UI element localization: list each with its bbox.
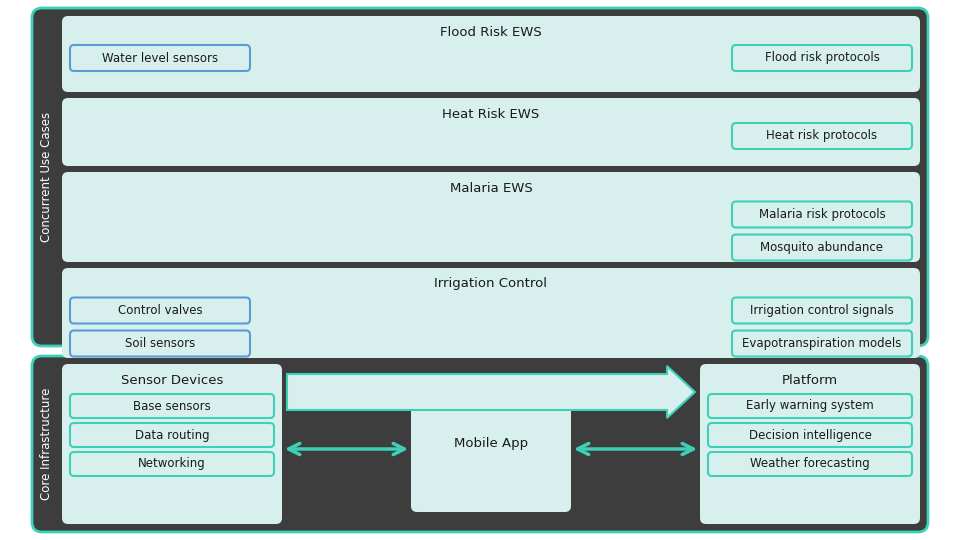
FancyBboxPatch shape	[62, 98, 920, 166]
FancyBboxPatch shape	[708, 452, 912, 476]
Text: Base sensors: Base sensors	[133, 400, 211, 413]
Text: Flood Risk EWS: Flood Risk EWS	[440, 25, 541, 38]
Text: Networking: Networking	[138, 457, 205, 470]
Text: Early warning system: Early warning system	[746, 400, 874, 413]
Text: Mosquito abundance: Mosquito abundance	[760, 241, 883, 254]
Text: Core Infrastructure: Core Infrastructure	[39, 388, 53, 500]
Text: Water level sensors: Water level sensors	[102, 51, 218, 64]
FancyBboxPatch shape	[732, 298, 912, 323]
Text: Mobile App: Mobile App	[454, 437, 528, 450]
FancyBboxPatch shape	[700, 364, 920, 524]
FancyBboxPatch shape	[411, 376, 571, 512]
FancyBboxPatch shape	[732, 234, 912, 260]
FancyBboxPatch shape	[732, 330, 912, 356]
FancyBboxPatch shape	[732, 123, 912, 149]
FancyBboxPatch shape	[32, 8, 928, 346]
Text: Irrigation control signals: Irrigation control signals	[750, 304, 894, 317]
FancyBboxPatch shape	[62, 268, 920, 358]
Text: Decision intelligence: Decision intelligence	[749, 429, 872, 442]
Text: Heat Risk EWS: Heat Risk EWS	[443, 107, 540, 120]
Text: Soil sensors: Soil sensors	[125, 337, 195, 350]
FancyBboxPatch shape	[62, 16, 920, 92]
FancyBboxPatch shape	[70, 394, 274, 418]
Text: Control valves: Control valves	[118, 304, 203, 317]
Text: Weather forecasting: Weather forecasting	[750, 457, 870, 470]
Text: Concurrent Use Cases: Concurrent Use Cases	[39, 112, 53, 242]
FancyBboxPatch shape	[732, 45, 912, 71]
FancyBboxPatch shape	[62, 364, 282, 524]
FancyBboxPatch shape	[70, 452, 274, 476]
FancyBboxPatch shape	[70, 298, 250, 323]
Text: Evapotranspiration models: Evapotranspiration models	[742, 337, 901, 350]
FancyBboxPatch shape	[70, 330, 250, 356]
FancyBboxPatch shape	[62, 172, 920, 262]
FancyBboxPatch shape	[708, 394, 912, 418]
FancyBboxPatch shape	[732, 201, 912, 227]
FancyBboxPatch shape	[32, 356, 928, 532]
FancyBboxPatch shape	[708, 423, 912, 447]
Text: Flood risk protocols: Flood risk protocols	[764, 51, 879, 64]
FancyBboxPatch shape	[70, 45, 250, 71]
FancyBboxPatch shape	[70, 423, 274, 447]
Text: Data routing: Data routing	[134, 429, 209, 442]
Polygon shape	[287, 366, 695, 418]
Text: Malaria risk protocols: Malaria risk protocols	[758, 208, 885, 221]
Text: Platform: Platform	[782, 374, 838, 387]
Text: Sensor Devices: Sensor Devices	[121, 374, 223, 387]
Text: Irrigation Control: Irrigation Control	[435, 278, 547, 291]
Text: Heat risk protocols: Heat risk protocols	[766, 130, 877, 143]
Text: Malaria EWS: Malaria EWS	[449, 181, 533, 194]
